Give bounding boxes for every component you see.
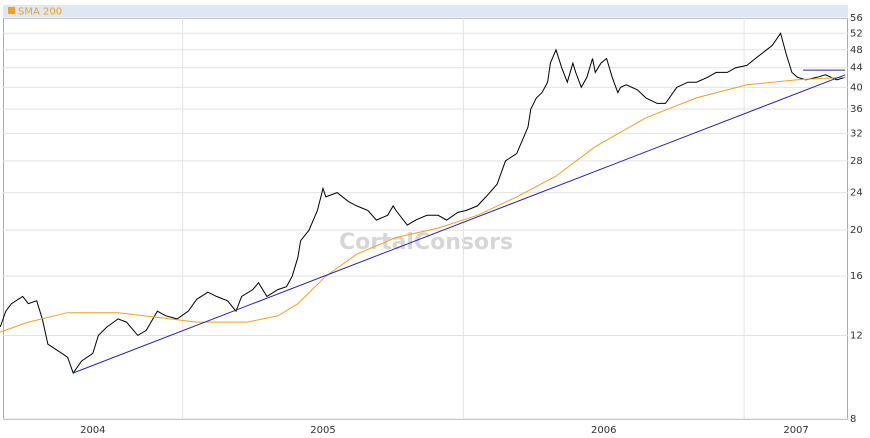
x-tick-label: 2004 [80,425,105,436]
plot-area [3,18,848,420]
series-line [0,76,846,333]
trend-line [73,74,846,374]
y-tick-label: 12 [850,330,863,341]
y-tick-label: 36 [850,104,863,115]
y-tick-label: 52 [850,28,863,39]
legend-label: SMA 200 [18,7,62,18]
x-tick-label: 2006 [591,425,616,436]
y-tick-label: 24 [850,188,863,199]
y-tick-label: 16 [850,271,863,282]
watermark: CortalConsors [339,230,513,255]
y-tick-label: 28 [850,156,863,167]
y-tick-label: 44 [850,63,863,74]
y-tick-label: 32 [850,128,863,139]
y-tick-label: 56 [850,13,863,24]
y-tick-label: 20 [850,225,863,236]
x-tick-label: 2007 [783,425,808,436]
legend-swatch [8,7,15,14]
y-tick-label: 8 [850,414,856,425]
legend-bar [3,5,848,17]
series-line [0,32,846,375]
y-tick-label: 40 [850,82,863,93]
x-tick-label: 2005 [310,425,335,436]
y-tick-label: 48 [850,45,863,56]
